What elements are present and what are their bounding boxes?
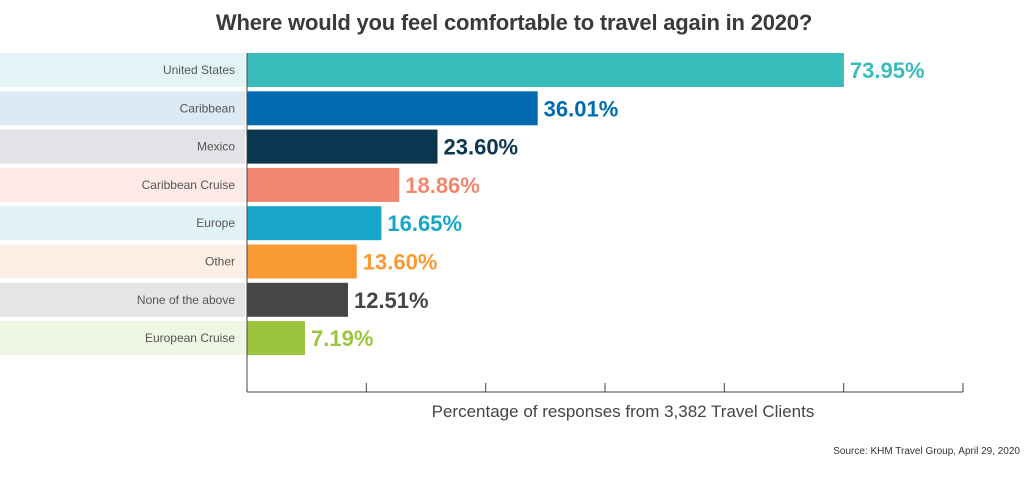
data-label: 73.95% [850, 58, 925, 83]
data-label: 7.19% [311, 326, 373, 351]
category-band [0, 53, 245, 87]
bar [247, 91, 538, 126]
category-label: Mexico [197, 140, 235, 154]
category-band [0, 282, 245, 317]
bar [247, 206, 382, 241]
category-label: None of the above [137, 293, 235, 307]
data-label: 36.01% [544, 96, 619, 121]
data-label: 23.60% [444, 135, 519, 160]
data-label: 16.65% [387, 211, 462, 236]
category-label: Other [205, 255, 235, 269]
bar [247, 282, 348, 317]
data-label: 13.60% [363, 250, 438, 275]
category-label: Caribbean Cruise [142, 178, 236, 192]
category-band [0, 206, 245, 241]
category-label: United States [163, 63, 235, 77]
source-note: Source: KHM Travel Group, April 29, 2020 [833, 446, 1020, 457]
category-label: Caribbean [180, 101, 235, 115]
bar [247, 321, 306, 356]
category-band [0, 129, 245, 164]
chart-title: Where would you feel comfortable to trav… [215, 10, 813, 35]
category-band [0, 91, 245, 126]
category-band [0, 244, 245, 279]
bar [247, 244, 357, 279]
category-label: Europe [196, 216, 235, 230]
data-label: 12.51% [354, 288, 429, 313]
category-label: European Cruise [145, 331, 235, 345]
category-band [0, 321, 245, 356]
bar [247, 129, 438, 164]
data-label: 18.86% [405, 173, 480, 198]
bar [247, 53, 844, 87]
category-band [0, 167, 245, 202]
bar [247, 167, 400, 202]
x-axis-label: Percentage of responses from 3,382 Trave… [431, 402, 815, 421]
